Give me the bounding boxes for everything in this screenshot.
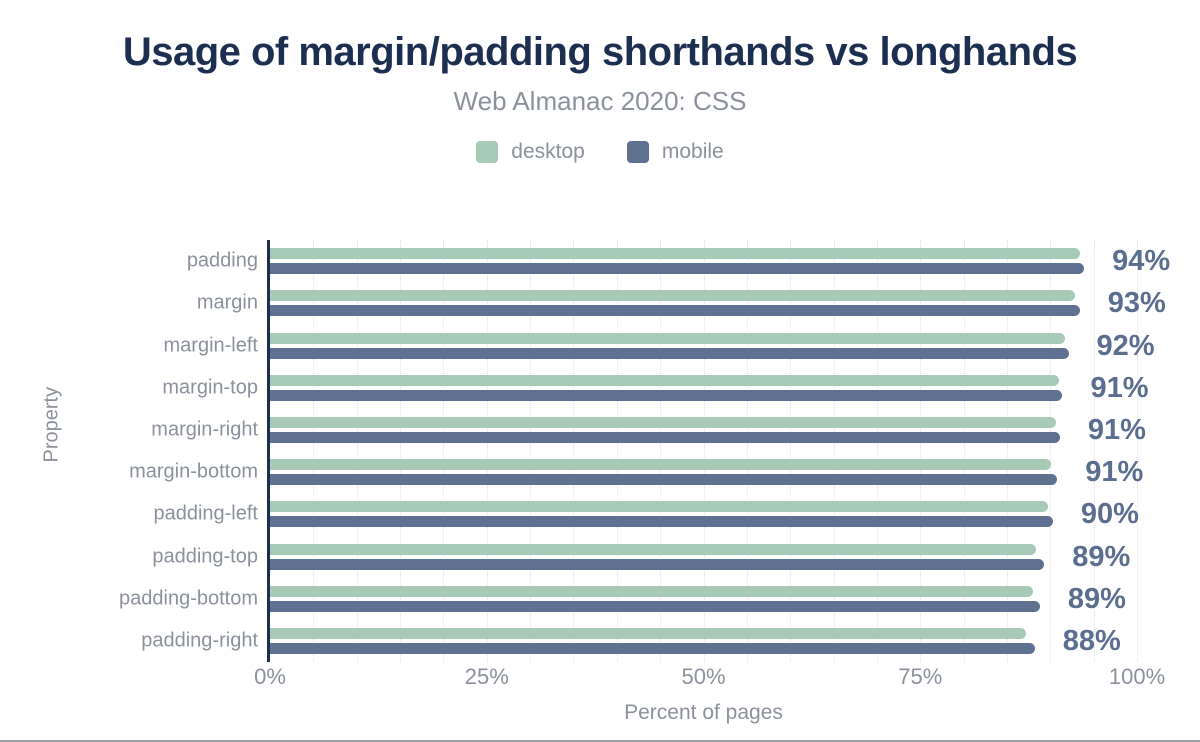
gridline-35 [573,240,575,662]
y-tick-label-padding-top: padding-top [152,545,258,568]
bar-mobile-margin [270,305,1080,317]
x-tick-label-75: 75% [898,664,943,689]
gridline-10 [356,240,358,662]
gridline-45 [660,240,662,662]
bar-desktop-margin-left [270,332,1066,344]
value-label-margin: 93% [1107,287,1166,320]
gridline-65 [833,240,835,662]
legend-label-mobile: mobile [661,140,724,163]
chart-row-margin-bottom: margin-bottom 91% [129,451,1143,493]
gridline-85 [1006,240,1008,662]
chart-row-padding-bottom: padding-bottom 89% [119,578,1137,620]
gridline-5 [313,240,315,662]
chart-row-margin-left: margin-left 92% [164,324,1155,366]
y-axis-title: Property [40,386,63,463]
bar-desktop-padding [270,248,1080,260]
gridline-75 [920,240,922,662]
bar-mobile-margin-bottom [270,474,1058,486]
gridline-70 [876,240,878,662]
gridline-90 [1050,240,1052,662]
figure-bottom-border [0,740,1200,742]
y-tick-label-padding: padding [186,249,258,272]
gridline-15 [400,240,402,662]
x-axis-title: Percent of pages [624,701,783,724]
bar-mobile-padding-right [270,642,1035,654]
legend-item-desktop: desktop [476,140,585,164]
gridline-40 [616,240,618,662]
bar-mobile-padding-top [270,558,1045,570]
bar-desktop-padding-bottom [270,585,1033,597]
value-label-padding-bottom: 89% [1067,582,1126,615]
x-tick-label-0: 0% [254,664,286,689]
value-label-padding-right: 88% [1062,625,1121,658]
gridline-60 [790,240,792,662]
gridline-25 [486,240,488,662]
value-label-margin-left: 92% [1096,329,1155,362]
bar-desktop-padding-top [270,543,1037,555]
y-axis-line [267,240,270,662]
legend-swatch-mobile-icon [626,141,649,163]
chart-row-padding-top: padding-top 89% [152,535,1137,577]
legend: desktop mobile [0,140,1200,164]
y-tick-label-margin-top: margin-top [162,376,258,399]
y-tick-label-margin-left: margin-left [163,334,258,356]
y-tick-label-padding-bottom: padding-bottom [119,587,258,610]
chart-subtitle: Web Almanac 2020: CSS [453,86,747,116]
value-label-margin-top: 91% [1090,371,1149,404]
chart-row-margin-right: margin-right 91% [151,409,1146,451]
bar-mobile-margin-left [270,347,1069,359]
gridline-50 [703,240,705,662]
value-label-padding-top: 89% [1072,540,1131,573]
bar-desktop-margin [270,290,1076,302]
value-label-padding-left: 90% [1080,498,1139,531]
gridline-20 [443,240,445,662]
chart-title: Usage of margin/padding shorthands vs lo… [122,30,1078,74]
bar-desktop-margin-top [270,374,1059,386]
gridline-95 [1093,240,1095,662]
y-tick-label-padding-right: padding-right [141,629,258,652]
bar-desktop-padding-left [270,501,1048,513]
bar-mobile-margin-right [270,431,1060,443]
bar-mobile-padding-left [270,516,1053,528]
y-tick-label-padding-left: padding-left [153,502,258,525]
y-tick-label-margin-bottom: margin-bottom [129,460,258,483]
value-label-margin-right: 91% [1087,414,1146,447]
gridline-100 [1137,240,1138,662]
chart-row-padding-right: padding-right 88% [141,620,1137,662]
chart-row-padding-left: padding-left 90% [153,493,1139,535]
bar-desktop-margin-bottom [270,459,1052,471]
gridline-80 [963,240,965,662]
chart-row-margin: margin 93% [197,282,1166,324]
legend-item-mobile: mobile [626,140,724,164]
chart-row-margin-top: margin-top 91% [162,367,1148,409]
bar-desktop-margin-right [270,416,1057,428]
bar-mobile-margin-top [270,389,1063,401]
gridline-55 [746,240,748,662]
x-axis-ticks: 0% 25% 50% 75% 100% [254,664,1165,696]
plot-area: padding 94% margin 93% margin-left 92% margin-… [119,240,1170,662]
chart-row-padding: padding 94% [187,240,1170,282]
bar-mobile-padding [270,263,1085,275]
y-tick-label-margin-right: margin-right [151,418,258,441]
x-tick-label-50: 50% [681,664,726,689]
y-tick-label-margin: margin [196,291,258,314]
bar-desktop-padding-right [270,627,1027,639]
legend-label-desktop: desktop [511,140,585,163]
legend-swatch-desktop-icon [476,141,499,163]
x-tick-label-25: 25% [464,664,509,689]
x-tick-label-100: 100% [1108,664,1166,689]
bar-mobile-padding-bottom [270,600,1040,612]
value-label-padding: 94% [1112,245,1171,278]
gridline-30 [530,240,532,662]
value-label-margin-bottom: 91% [1085,456,1144,489]
